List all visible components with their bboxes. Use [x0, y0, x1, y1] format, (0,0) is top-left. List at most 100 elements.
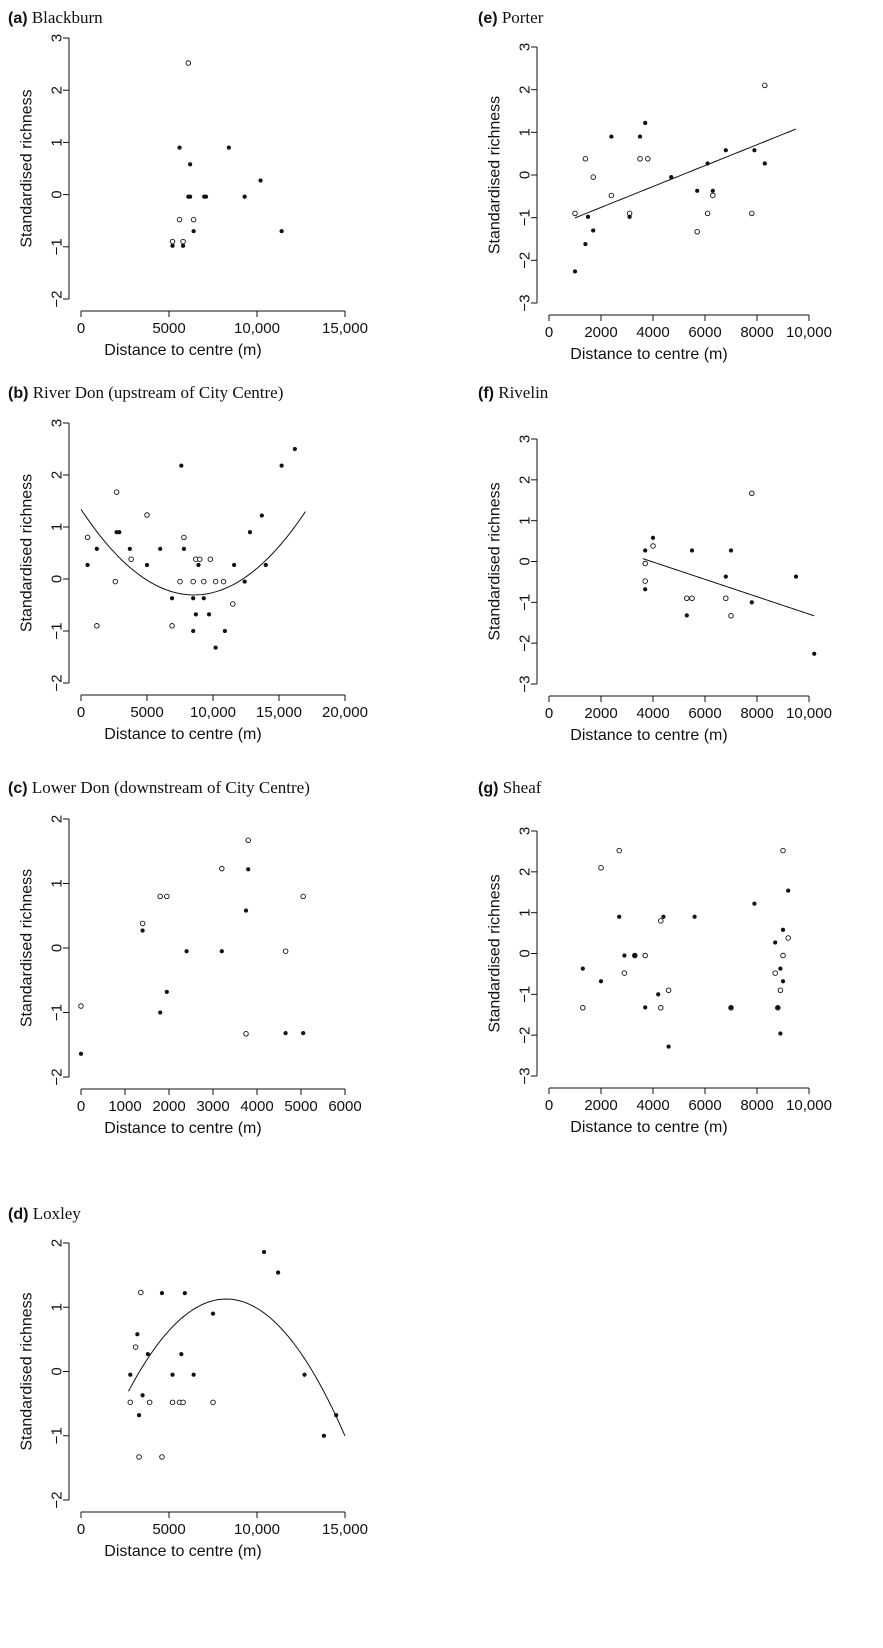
- data-point-filled: [275, 1270, 281, 1275]
- data-point-filled: [666, 1044, 671, 1049]
- data-point-open: [642, 560, 648, 567]
- data-point-filled: [793, 574, 799, 579]
- data-point-filled: [193, 612, 198, 617]
- data-point-filled: [128, 1372, 133, 1377]
- data-point-filled: [182, 1290, 187, 1296]
- data-point-open: [157, 893, 163, 900]
- data-point-filled: [705, 161, 710, 166]
- x-tick-label: 0: [545, 705, 553, 722]
- fit-line: [574, 128, 797, 219]
- x-tick-label: 2000: [584, 705, 617, 722]
- data-point-open: [197, 556, 203, 562]
- x-tick-label: 3000: [196, 1098, 229, 1115]
- data-point-open: [590, 174, 596, 180]
- data-point-open: [138, 1289, 144, 1296]
- x-tick-label: 6000: [688, 1097, 721, 1114]
- x-axis-label: Distance to centre (m): [104, 1120, 261, 1137]
- x-tick-label: 5000: [130, 704, 163, 721]
- data-point-filled: [210, 1311, 216, 1316]
- panel-title-text: Lower Don (downstream of City Centre): [28, 778, 310, 797]
- fit-line: [128, 1298, 346, 1437]
- data-point-open: [665, 987, 672, 994]
- data-point-open: [132, 1344, 139, 1350]
- data-point-filled: [669, 174, 674, 180]
- data-point-filled: [179, 463, 184, 468]
- x-tick-label: 10,000: [234, 1521, 280, 1538]
- data-point-open: [136, 1454, 142, 1460]
- data-point-filled: [279, 463, 284, 468]
- panel-c: (c) Lower Don (downstream of City Centre…: [8, 778, 362, 1137]
- data-point-filled: [775, 1005, 780, 1010]
- data-point-filled: [164, 989, 169, 995]
- y-tick-label: −2: [49, 1068, 66, 1085]
- data-point-open: [689, 595, 695, 602]
- data-point-open: [637, 156, 643, 162]
- data-point-filled: [203, 194, 209, 199]
- fit-line: [642, 558, 815, 617]
- data-point-filled: [585, 214, 591, 219]
- panel-label: (b): [8, 385, 28, 402]
- panel-label: (g): [478, 780, 498, 797]
- x-tick-label: 10,000: [786, 324, 832, 341]
- data-point-open: [128, 556, 134, 562]
- data-point-open: [78, 1003, 84, 1009]
- data-point-filled: [246, 867, 251, 872]
- data-point-filled: [263, 562, 268, 568]
- data-point-filled: [728, 1005, 734, 1010]
- y-tick-label: −3: [517, 1067, 534, 1084]
- x-tick-label: 10,000: [234, 320, 280, 337]
- data-point-open: [219, 865, 225, 872]
- x-tick-label: 10,000: [786, 705, 832, 722]
- x-tick-label: 0: [77, 1098, 85, 1115]
- panel-title: (e) Porter: [478, 8, 544, 27]
- x-tick-label: 5000: [284, 1098, 317, 1115]
- y-axis-label: Standardised richness: [487, 874, 504, 1032]
- data-point-open: [230, 601, 236, 607]
- x-tick-label: 8000: [740, 324, 773, 341]
- x-tick-label: 0: [77, 704, 85, 721]
- panel-title: (f) Rivelin: [478, 383, 549, 402]
- data-point-filled: [159, 1290, 165, 1296]
- y-tick-label: 2: [49, 86, 66, 94]
- panel-label: (a): [8, 10, 28, 27]
- y-tick-label: 1: [49, 879, 66, 887]
- panel-title-text: Porter: [498, 8, 544, 27]
- data-point-open: [185, 60, 192, 66]
- x-tick-label: 6000: [328, 1098, 361, 1115]
- data-point-filled: [261, 1249, 267, 1255]
- y-tick-label: −2: [517, 252, 534, 269]
- data-point-open: [749, 490, 755, 497]
- data-point-filled: [247, 530, 253, 535]
- data-point-open: [658, 1005, 664, 1011]
- x-tick-label: 4000: [636, 1097, 669, 1114]
- x-tick-label: 15,000: [322, 1521, 368, 1538]
- y-tick-label: 3: [49, 419, 66, 427]
- x-tick-label: 6000: [688, 705, 721, 722]
- data-point-open: [207, 556, 214, 562]
- data-point-filled: [144, 562, 150, 568]
- y-tick-label: 0: [49, 944, 66, 952]
- data-point-open: [127, 1399, 134, 1406]
- y-tick-label: 2: [517, 85, 534, 93]
- data-point-filled: [302, 1372, 307, 1377]
- panel-title-text: Loxley: [28, 1204, 81, 1223]
- data-point-filled: [231, 562, 237, 568]
- data-point-open: [139, 920, 146, 927]
- panel-f: (f) Rivelin −3 −2 −1 0 1 2 3 0 2000 4000 6000 8000 10…: [478, 383, 832, 744]
- data-point-filled: [136, 1413, 142, 1418]
- x-tick-label: 0: [545, 324, 553, 341]
- data-point-filled: [292, 446, 297, 452]
- data-point-filled: [684, 613, 689, 618]
- data-point-filled: [191, 1372, 196, 1377]
- data-point-filled: [301, 1030, 306, 1036]
- data-point-filled: [622, 953, 627, 958]
- data-point-open: [146, 1399, 153, 1406]
- y-axis-label: Standardised richness: [19, 1292, 36, 1450]
- panel-title-text: River Don (upstream of City Centre): [28, 383, 283, 402]
- x-tick-label: 20,000: [322, 704, 368, 721]
- data-point-filled: [279, 228, 284, 234]
- x-tick-label: 8000: [740, 1097, 773, 1114]
- data-point-open: [112, 578, 119, 585]
- x-tick-label: 0: [545, 1097, 553, 1114]
- data-point-open: [749, 210, 755, 217]
